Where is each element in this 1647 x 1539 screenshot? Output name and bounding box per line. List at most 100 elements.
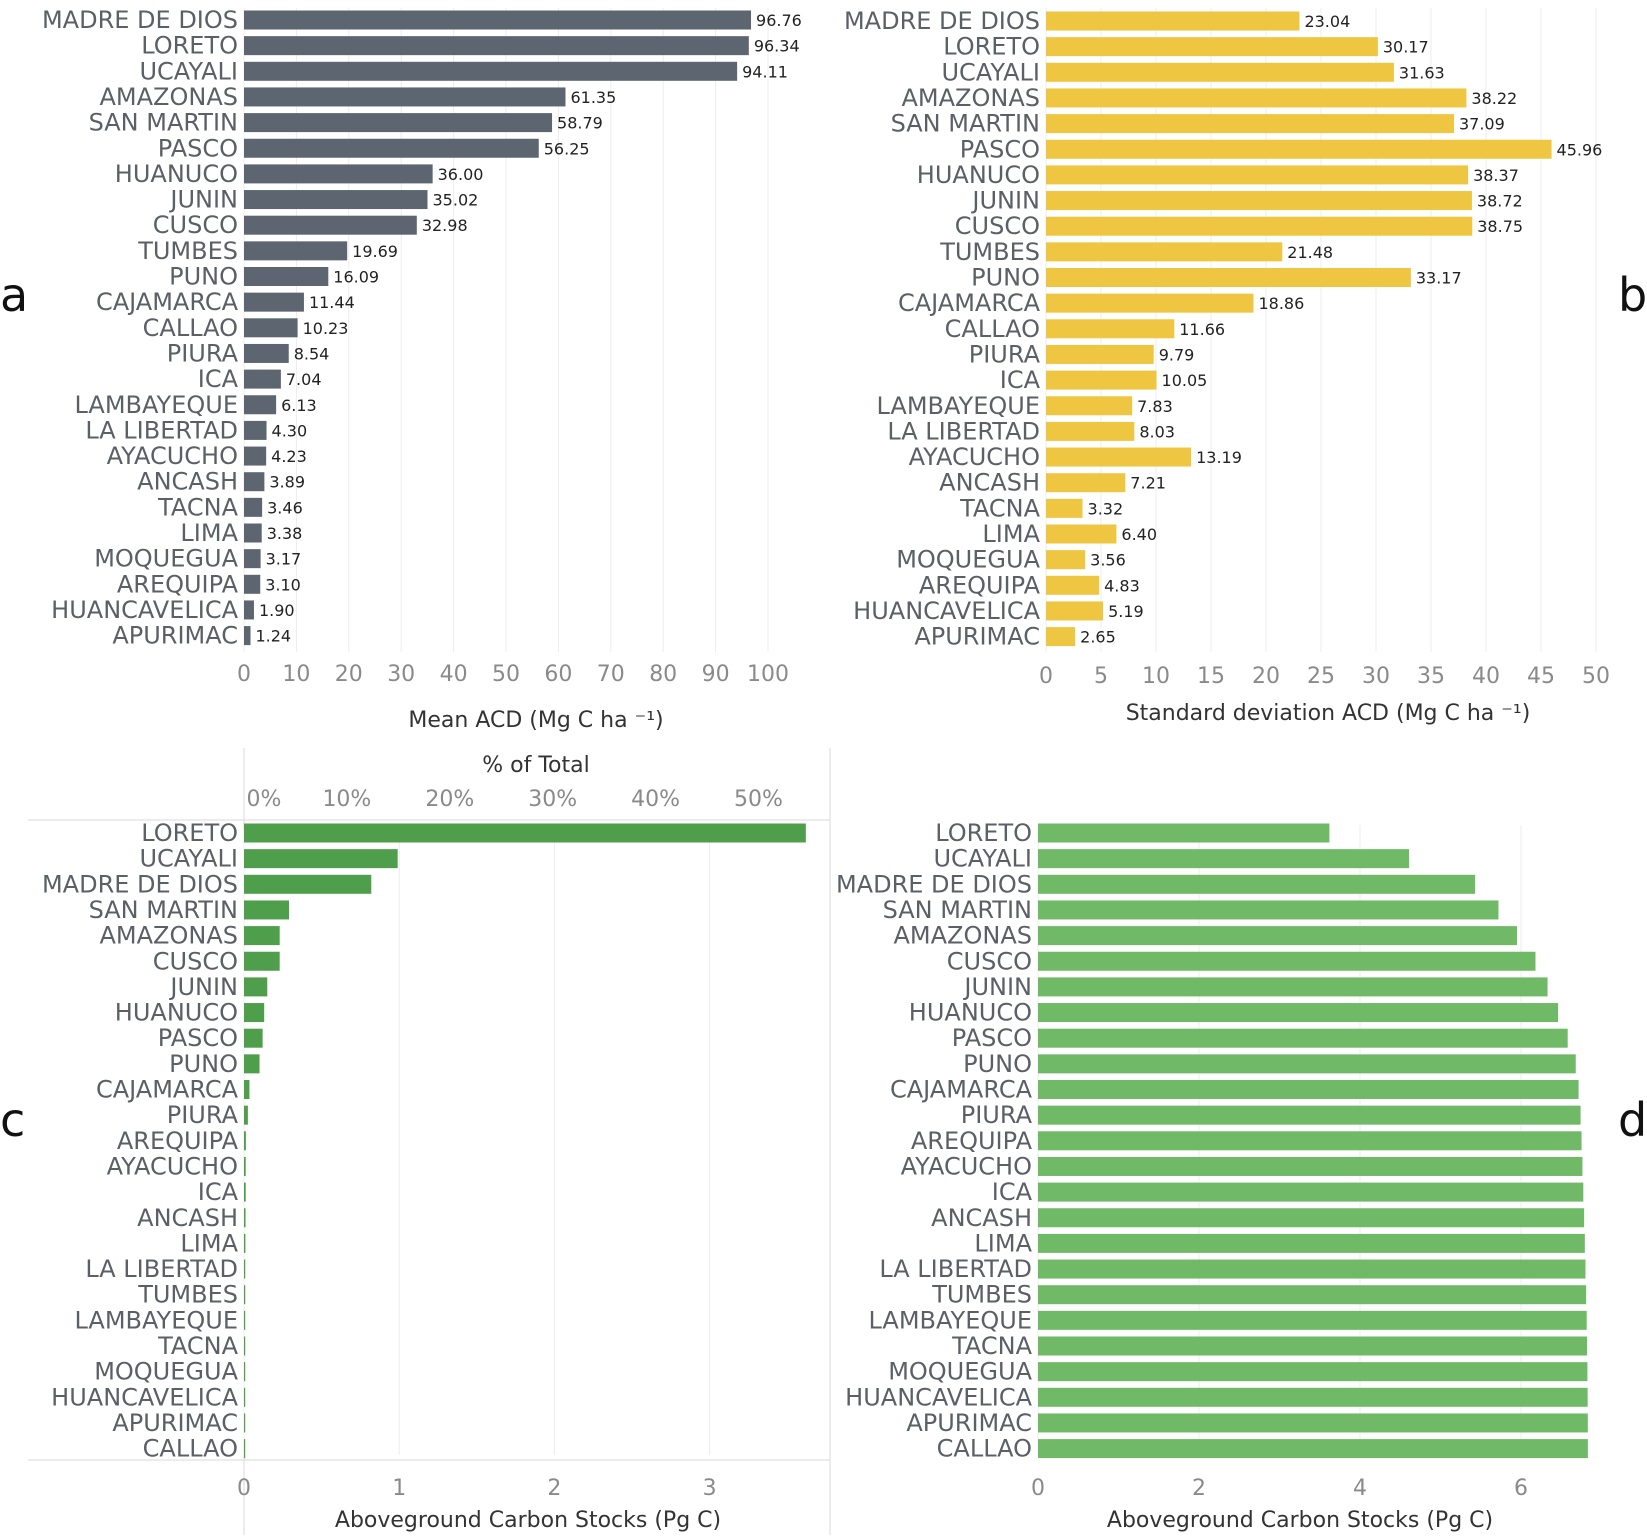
panel-b-value-label: 7.83 [1137, 397, 1173, 416]
panel-c-x-tick-label: 1 [392, 1476, 406, 1501]
panel-c-top-tick-label: 50% [734, 787, 783, 812]
panel-c-category-label: TUMBES [137, 1281, 238, 1309]
panel-d-category-label: LAMBAYEQUE [868, 1306, 1032, 1334]
panel-d-category-label: CALLAO [937, 1435, 1032, 1463]
panel-b-bar [1046, 447, 1192, 467]
panel-b-bar [1046, 62, 1394, 82]
panel-a-category-label: MADRE DE DIOS [42, 6, 238, 34]
panel-c-category-label: PUNO [169, 1050, 238, 1078]
panel-d-x-axis-title: Aboveground Carbon Stocks (Pg C) [1107, 1508, 1493, 1533]
panel-b-bar [1046, 268, 1411, 287]
panel-b-category-label: ANCASH [939, 469, 1040, 497]
panel-a-bar [244, 215, 417, 235]
panel-c-x-tick-label: 0 [237, 1476, 251, 1501]
panel-b-category-label: LORETO [943, 33, 1040, 61]
panel-b-value-label: 33.17 [1416, 269, 1462, 288]
panel-a-bar [244, 10, 752, 30]
panel-a-category-label: UCAYALI [139, 57, 238, 85]
panel-a-value-label: 61.35 [570, 88, 616, 107]
panel-d-x-tick-label: 4 [1353, 1476, 1367, 1501]
panel-c-category-label: CALLAO [143, 1435, 238, 1463]
panel-b-bar [1046, 550, 1086, 570]
panel-d-category-label: JUNIN [962, 973, 1032, 1001]
panel-a-value-label: 96.76 [756, 11, 802, 30]
panel-b-bar [1046, 37, 1378, 57]
panel-a-value-label: 3.46 [267, 498, 303, 517]
panel-c-bar [244, 1156, 246, 1176]
panel-d-category-label: TACNA [951, 1332, 1033, 1360]
panel-d-bar [1038, 977, 1548, 997]
panel-a-x-tick-label: 10 [282, 662, 310, 687]
panel-d-bar [1038, 1105, 1581, 1125]
panel-b-category-label: TACNA [959, 494, 1041, 522]
panel-a-category-label: HUANCAVELICA [51, 596, 238, 624]
chart-panel-c: 0 1 2 30% 10% 20% 30% 40% 50%LORETOUCAYALIMADRE … [42, 787, 806, 1501]
panel-b-value-label: 38.72 [1477, 192, 1523, 211]
panel-b-value-label: 30.17 [1383, 38, 1429, 57]
panel-a-bar [244, 113, 553, 133]
panel-c-bar [244, 1387, 246, 1407]
panel-a-category-label: TUMBES [137, 237, 238, 265]
panel-b-x-tick-label: 5 [1094, 664, 1108, 689]
panel-b-value-label: 38.22 [1471, 89, 1517, 108]
panel-a-value-label: 96.34 [754, 37, 800, 56]
panel-a-bar [244, 497, 263, 517]
panel-c-bar [244, 900, 290, 920]
panel-b-category-label: SAN MARTIN [891, 110, 1040, 138]
panel-c-bar [244, 1285, 246, 1305]
panel-a-category-label: ICA [198, 365, 239, 393]
panel-c-bar [244, 1182, 246, 1202]
panel-a-value-label: 56.25 [544, 139, 590, 158]
panel-b-category-label: UCAYALI [941, 58, 1040, 86]
panel-b-value-label: 38.37 [1473, 166, 1519, 185]
panel-c-category-label: JUNIN [168, 973, 238, 1001]
panel-a-x-tick-label: 100 [747, 662, 789, 687]
panel-a-bar [244, 343, 289, 363]
panel-b-value-label: 45.96 [1557, 140, 1603, 159]
panel-d-category-label: HUANCAVELICA [845, 1383, 1032, 1411]
panel-d-bar [1038, 1233, 1585, 1253]
panel-b-category-label: CALLAO [945, 315, 1040, 343]
panel-a-bar [244, 36, 749, 56]
panel-b-bar [1046, 11, 1300, 31]
panel-c-x-tick-label: 2 [547, 1476, 561, 1501]
panel-c-category-label: MADRE DE DIOS [42, 870, 238, 898]
panel-d-category-label: SAN MARTIN [883, 896, 1032, 924]
panel-a-x-tick-label: 50 [492, 662, 520, 687]
panel-a-bar [244, 395, 277, 415]
panel-b-x-tick-label: 0 [1039, 664, 1053, 689]
panel-b-bar [1046, 88, 1467, 108]
panel-a-x-tick-label: 70 [597, 662, 625, 687]
panel-d-category-label: CUSCO [947, 947, 1032, 975]
panel-c-top-tick-label: 10% [322, 787, 371, 812]
panel-d-category-label: PUNO [963, 1050, 1032, 1078]
panel-a-value-label: 6.13 [281, 396, 317, 415]
panel-d-bar [1038, 1182, 1584, 1202]
panel-b-category-label: MADRE DE DIOS [844, 7, 1040, 35]
panel-a-x-tick-label: 0 [237, 662, 251, 687]
panel-b-x-tick-label: 25 [1307, 664, 1335, 689]
panel-d-category-label: PASCO [952, 1024, 1032, 1052]
panel-a-value-label: 10.23 [303, 319, 349, 338]
panel-a-value-label: 94.11 [742, 62, 788, 81]
panel-d-bar [1038, 1259, 1586, 1279]
panel-b-value-label: 3.56 [1090, 551, 1126, 570]
panel-b-category-label: AREQUIPA [919, 571, 1041, 599]
panel-b-value-label: 31.63 [1399, 63, 1445, 82]
panel-c-category-label: CAJAMARCA [96, 1076, 239, 1104]
panel-d-bar [1038, 823, 1330, 843]
panel-b-x-tick-label: 45 [1527, 664, 1555, 689]
panel-a-value-label: 35.02 [433, 191, 479, 210]
panel-a-value-label: 8.54 [294, 344, 330, 363]
panel-d-bar [1038, 1131, 1582, 1151]
panel-b-category-label: LA LIBERTAD [887, 417, 1040, 445]
panel-c-bar [244, 874, 372, 894]
panel-d-bar [1038, 1003, 1559, 1023]
panel-a-value-label: 19.69 [352, 242, 398, 261]
panel-d-bar [1038, 1387, 1588, 1407]
panel-a-bar [244, 164, 433, 184]
panel-b-category-label: HUANUCO [917, 161, 1040, 189]
panel-a-x-tick-label: 30 [387, 662, 415, 687]
panel-c-bar [244, 1310, 246, 1330]
panel-b-bar [1046, 139, 1552, 159]
